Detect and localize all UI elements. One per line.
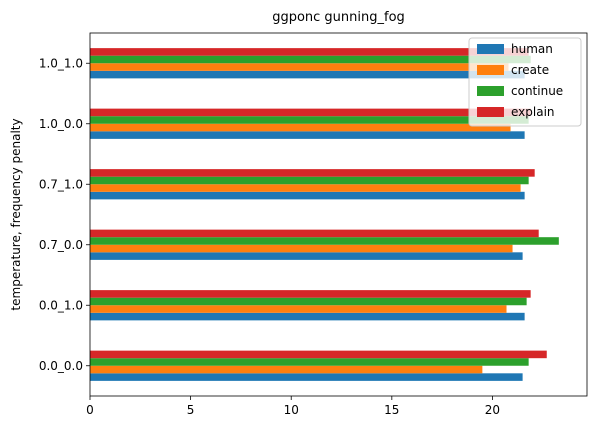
bar-explain-0.7_0.0 (90, 229, 539, 238)
x-tick-label: 20 (485, 403, 500, 417)
chart-title: ggponc gunning_fog (272, 10, 405, 25)
bar-continue-1.0_1.0 (90, 55, 531, 64)
legend-label-continue: continue (511, 84, 563, 98)
bar-create-0.0_0.0 (90, 365, 483, 374)
bar-continue-0.0_1.0 (90, 297, 527, 306)
legend-label-create: create (511, 63, 549, 77)
y-tick-label: 0.7_1.0 (39, 177, 83, 191)
bar-create-0.7_0.0 (90, 244, 513, 253)
y-axis-label: temperature, frequency penalty (9, 118, 23, 310)
bar-explain-1.0_0.0 (90, 108, 531, 117)
bar-human-0.0_1.0 (90, 312, 525, 321)
x-tick-label: 15 (384, 403, 399, 417)
bar-explain-0.0_0.0 (90, 350, 547, 359)
x-tick-label: 5 (187, 403, 195, 417)
bar-create-1.0_1.0 (90, 63, 509, 71)
bar-human-0.7_1.0 (90, 191, 525, 200)
legend-label-human: human (511, 42, 553, 56)
legend-swatch-human (477, 44, 504, 54)
legend-swatch-continue (477, 86, 504, 96)
y-tick-label: 0.0_0.0 (39, 359, 83, 373)
bar-create-1.0_0.0 (90, 123, 511, 132)
bar-create-0.0_1.0 (90, 305, 507, 313)
bar-explain-0.7_1.0 (90, 169, 535, 177)
bar-continue-0.0_0.0 (90, 358, 529, 366)
legend-label-explain: explain (511, 105, 555, 119)
legend-box (468, 37, 582, 127)
bar-human-1.0_0.0 (90, 131, 525, 139)
y-tick-label: 1.0_0.0 (39, 117, 83, 131)
bar-explain-1.0_1.0 (90, 48, 529, 56)
x-tick-label: 0 (86, 403, 94, 417)
bars-group (90, 48, 559, 381)
legend-swatch-explain (477, 107, 504, 117)
bar-create-0.7_1.0 (90, 184, 521, 192)
bar-continue-0.7_0.0 (90, 237, 559, 245)
y-tick-label: 0.7_0.0 (39, 238, 83, 252)
bar-continue-1.0_0.0 (90, 116, 529, 124)
y-tick-label: 1.0_1.0 (39, 56, 83, 70)
legend-swatch-create (477, 65, 504, 75)
bar-human-1.0_1.0 (90, 70, 525, 79)
y-tick-label: 0.0_1.0 (39, 298, 83, 312)
axes-group: 0 5 10 15 20 0.0_0.0 0.0_1.0 0.7_0.0 0.7_1.0 1.0_… (39, 32, 588, 417)
legend: human create continue explain (468, 37, 582, 127)
bar-continue-0.7_1.0 (90, 176, 529, 185)
bar-explain-0.0_1.0 (90, 290, 531, 298)
x-tick-label: 10 (284, 403, 299, 417)
bar-human-0.0_0.0 (90, 373, 523, 381)
bar-human-0.7_0.0 (90, 252, 523, 260)
plot-frame (89, 32, 588, 397)
